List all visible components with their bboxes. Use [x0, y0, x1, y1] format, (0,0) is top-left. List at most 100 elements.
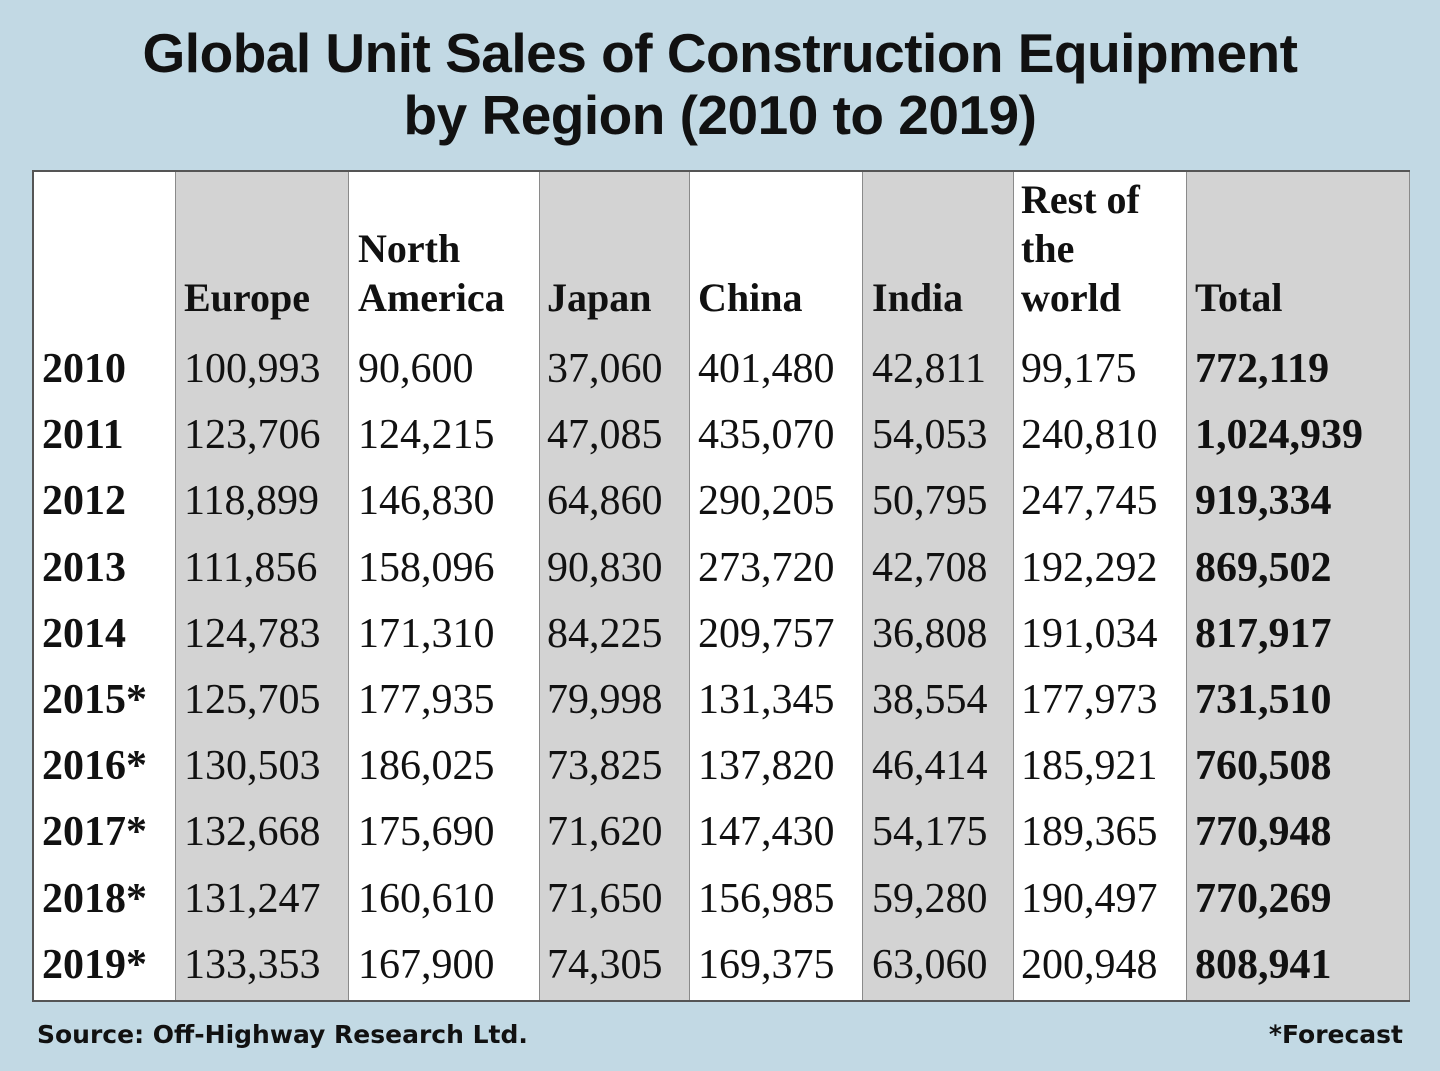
cell-rest-2016: 185,921	[1021, 743, 1158, 790]
title-line-1: Global Unit Sales of Construction Equipm…	[142, 22, 1298, 84]
cell-india-2011: 54,053	[872, 412, 988, 459]
cell-total-2019: 808,941	[1195, 941, 1332, 988]
cell-total-2011: 1,024,939	[1195, 412, 1363, 459]
cell-japan-2014: 84,225	[547, 610, 663, 657]
cell-china-2010: 401,480	[698, 346, 835, 392]
cell-rest-2015: 177,973	[1021, 677, 1158, 723]
header-china: China	[698, 275, 803, 320]
cell-year-2015: 2015*	[42, 677, 147, 723]
cell-total-2014: 817,917	[1195, 610, 1332, 657]
cell-japan-2017: 71,620	[547, 809, 663, 856]
title-line-2: by Region (2010 to 2019)	[403, 84, 1037, 146]
header-rest-line-3: world	[1021, 275, 1121, 320]
cell-year-2014: 2014	[42, 610, 126, 657]
cell-europe-2011: 123,706	[184, 412, 321, 459]
sales-table: Europe North America Japan China India Rest of…	[32, 170, 1410, 1002]
cell-india-2019: 63,060	[872, 941, 988, 988]
header-india: India	[872, 275, 964, 320]
cell-europe-2016: 130,503	[184, 743, 321, 790]
cell-india-2015: 38,554	[872, 677, 988, 723]
cell-rest-2012: 247,745	[1021, 478, 1158, 525]
cell-north_america-2013: 158,096	[358, 544, 495, 591]
cell-japan-2013: 90,830	[547, 544, 663, 591]
header-north_america-line-2: America	[358, 275, 505, 320]
cell-total-2018: 770,269	[1195, 875, 1332, 922]
cell-europe-2019: 133,353	[184, 941, 321, 988]
cell-india-2013: 42,708	[872, 544, 988, 591]
cell-europe-2012: 118,899	[184, 478, 319, 525]
india-column-shade	[862, 172, 1014, 1000]
cell-year-2018: 2018*	[42, 875, 147, 922]
header-rest-line-1: Rest of	[1021, 177, 1140, 222]
source-note: Source: Off-Highway Research Ltd.	[37, 1020, 528, 1049]
cell-rest-2018: 190,497	[1021, 875, 1158, 922]
cell-japan-2019: 74,305	[547, 941, 663, 988]
header-total: Total	[1195, 275, 1283, 320]
europe-column-shade	[175, 172, 349, 1000]
cell-japan-2015: 79,998	[547, 677, 663, 723]
header-north_america-line-1: North	[358, 226, 461, 271]
forecast-note: *Forecast	[1268, 1020, 1403, 1049]
cell-europe-2017: 132,668	[184, 809, 321, 856]
cell-china-2011: 435,070	[698, 412, 835, 459]
cell-china-2018: 156,985	[698, 875, 835, 922]
cell-china-2015: 131,345	[698, 677, 835, 723]
cell-india-2017: 54,175	[872, 809, 988, 856]
cell-japan-2012: 64,860	[547, 478, 663, 525]
cell-india-2014: 36,808	[872, 610, 988, 657]
cell-india-2016: 46,414	[872, 743, 988, 790]
cell-total-2010: 772,119	[1195, 346, 1330, 392]
cell-rest-2011: 240,810	[1021, 412, 1158, 459]
cell-year-2012: 2012	[42, 478, 126, 525]
cell-north_america-2017: 175,690	[358, 809, 495, 856]
cell-china-2013: 273,720	[698, 544, 835, 591]
cell-japan-2018: 71,650	[547, 875, 663, 922]
cell-europe-2014: 124,783	[184, 610, 321, 657]
chart-title: Global Unit Sales of Construction Equipm…	[0, 22, 1440, 146]
cell-north_america-2016: 186,025	[358, 743, 495, 790]
cell-japan-2016: 73,825	[547, 743, 663, 790]
cell-total-2015: 731,510	[1195, 677, 1332, 723]
cell-japan-2011: 47,085	[547, 412, 663, 459]
header-rest-line-2: the	[1021, 226, 1075, 271]
cell-rest-2010: 99,175	[1021, 346, 1137, 392]
cell-japan-2010: 37,060	[547, 346, 663, 392]
cell-rest-2014: 191,034	[1021, 610, 1158, 657]
cell-total-2013: 869,502	[1195, 544, 1332, 591]
cell-china-2012: 290,205	[698, 478, 835, 525]
cell-china-2019: 169,375	[698, 941, 835, 988]
cell-rest-2013: 192,292	[1021, 544, 1158, 591]
cell-india-2012: 50,795	[872, 478, 988, 525]
cell-total-2017: 770,948	[1195, 809, 1332, 856]
cell-europe-2010: 100,993	[184, 346, 321, 392]
cell-rest-2019: 200,948	[1021, 941, 1158, 988]
japan-column-shade	[539, 172, 690, 1000]
cell-year-2010: 2010	[42, 346, 126, 392]
cell-north_america-2019: 167,900	[358, 941, 495, 988]
total-column-shade	[1186, 172, 1410, 1000]
cell-china-2016: 137,820	[698, 743, 835, 790]
cell-china-2017: 147,430	[698, 809, 835, 856]
cell-north_america-2018: 160,610	[358, 875, 495, 922]
header-japan: Japan	[547, 275, 652, 320]
cell-north_america-2011: 124,215	[358, 412, 495, 459]
header-europe: Europe	[184, 275, 310, 320]
cell-year-2019: 2019*	[42, 941, 147, 988]
cell-total-2012: 919,334	[1195, 478, 1332, 525]
cell-north_america-2012: 146,830	[358, 478, 495, 525]
cell-india-2018: 59,280	[872, 875, 988, 922]
cell-china-2014: 209,757	[698, 610, 835, 657]
cell-total-2016: 760,508	[1195, 743, 1332, 790]
cell-year-2017: 2017*	[42, 809, 147, 856]
cell-india-2010: 42,811	[872, 346, 986, 392]
cell-europe-2018: 131,247	[184, 875, 321, 922]
cell-europe-2013: 111,856	[184, 544, 318, 591]
cell-europe-2015: 125,705	[184, 677, 321, 723]
cell-north_america-2015: 177,935	[358, 677, 495, 723]
cell-north_america-2014: 171,310	[358, 610, 495, 657]
cell-year-2016: 2016*	[42, 743, 147, 790]
cell-year-2013: 2013	[42, 544, 126, 591]
cell-rest-2017: 189,365	[1021, 809, 1158, 856]
cell-year-2011: 2011	[42, 412, 124, 459]
cell-north_america-2010: 90,600	[358, 346, 474, 392]
